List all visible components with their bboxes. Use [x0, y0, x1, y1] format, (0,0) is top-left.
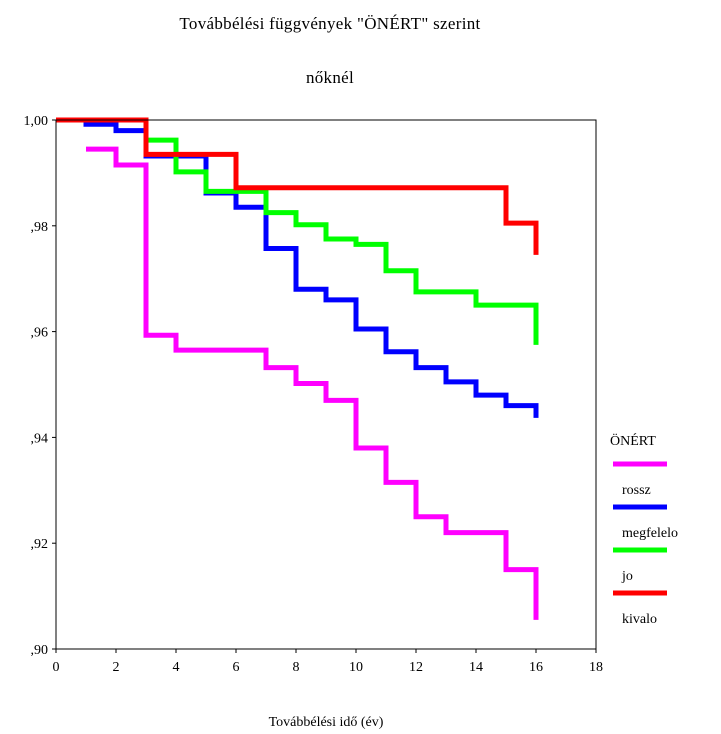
- y-tick-label: ,92: [31, 537, 49, 552]
- legend-label-kivalo: kivalo: [622, 612, 657, 627]
- series-layer: [56, 117, 539, 620]
- series-line-kivalo: [56, 117, 539, 255]
- y-tick-label: ,90: [31, 643, 49, 658]
- x-tick-label: 18: [589, 660, 603, 675]
- chart-subtitle: nőknél: [305, 68, 355, 87]
- legend: ÖNÉRT rossz megfelelo jo kivalo: [610, 432, 678, 627]
- x-tick-label: 6: [233, 660, 240, 675]
- x-tick-label: 4: [173, 660, 180, 675]
- y-tick-label: ,98: [31, 220, 49, 235]
- legend-title: ÖNÉRT: [610, 432, 656, 449]
- chart-title: Továbbélési függvények "ÖNÉRT" szerint: [179, 14, 481, 33]
- x-axis-label: Továbbélési idő (év): [269, 715, 384, 730]
- legend-label-rossz: rossz: [622, 483, 651, 498]
- series-line-rossz: [86, 146, 539, 620]
- x-tick-label: 12: [409, 660, 423, 675]
- legend-label-megfelelo: megfelelo: [622, 526, 678, 541]
- y-tick-label: ,96: [31, 326, 49, 341]
- series-line-jo: [56, 117, 539, 345]
- plot-frame: [55, 119, 597, 650]
- x-tick-label: 10: [349, 660, 363, 675]
- x-tick-label: 16: [529, 660, 543, 675]
- axes-layer: 0 2 4 6 8 10 12 14 16 18 ,90 ,92 ,94 ,96 ,98 1,00: [24, 114, 604, 675]
- x-tick-label: 14: [469, 660, 483, 675]
- x-tick-label: 0: [53, 660, 60, 675]
- y-tick-label: 1,00: [24, 114, 49, 129]
- y-tick-label: ,94: [31, 431, 49, 446]
- legend-label-jo: jo: [621, 569, 633, 584]
- x-tick-label: 2: [113, 660, 120, 675]
- x-tick-label: 8: [293, 660, 300, 675]
